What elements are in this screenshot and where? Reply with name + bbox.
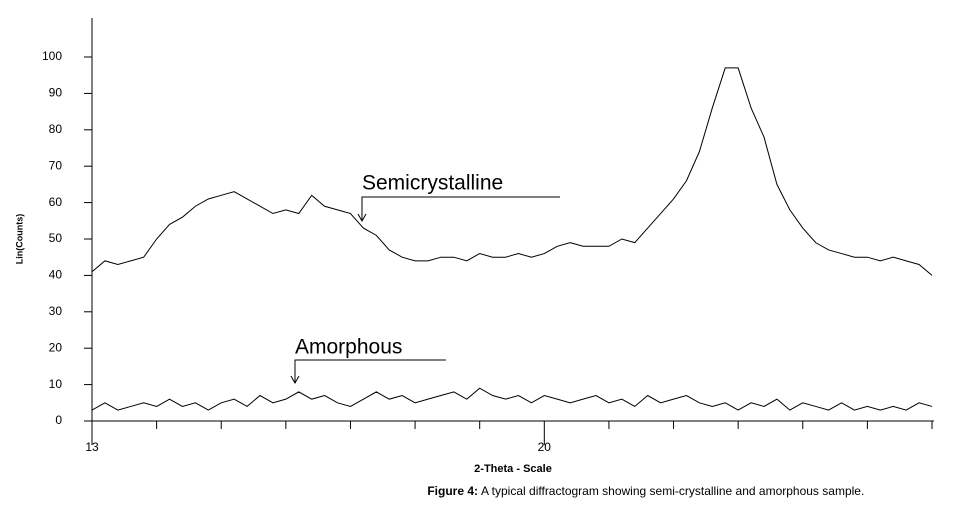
- y-axis-label: Lin(Counts): [14, 214, 24, 264]
- y-tick-label: 20: [49, 340, 63, 354]
- annotation-arrow: [357, 213, 367, 223]
- series-line: [91, 67, 933, 276]
- y-tick-label: 30: [49, 304, 63, 318]
- y-tick-label: 100: [42, 49, 62, 63]
- annotation-leader: [294, 359, 446, 382]
- annotation-arrow: [290, 375, 300, 385]
- y-tick-label: 0: [55, 413, 62, 427]
- y-tick-label: 50: [49, 231, 63, 245]
- y-tick-label: 60: [49, 195, 63, 209]
- figure-label: Figure 4:: [427, 484, 478, 498]
- caption: A typical diffractogram showing semi-cry…: [481, 484, 864, 498]
- y-tick-label: 70: [49, 158, 63, 172]
- y-tick-label: 90: [49, 86, 63, 100]
- y-tick-label: 80: [49, 122, 63, 136]
- annotation: Semicrystalline: [362, 172, 503, 195]
- series-line: [91, 387, 933, 411]
- y-tick-label: 10: [49, 377, 63, 391]
- x-tick-label: 13: [85, 440, 99, 454]
- annotation-leader: [361, 196, 560, 220]
- y-tick-label: 40: [49, 268, 63, 282]
- annotation: Amorphous: [295, 336, 402, 359]
- x-axis-label: 2-Theta - Scale: [474, 463, 552, 475]
- x-tick-label: 20: [538, 440, 552, 454]
